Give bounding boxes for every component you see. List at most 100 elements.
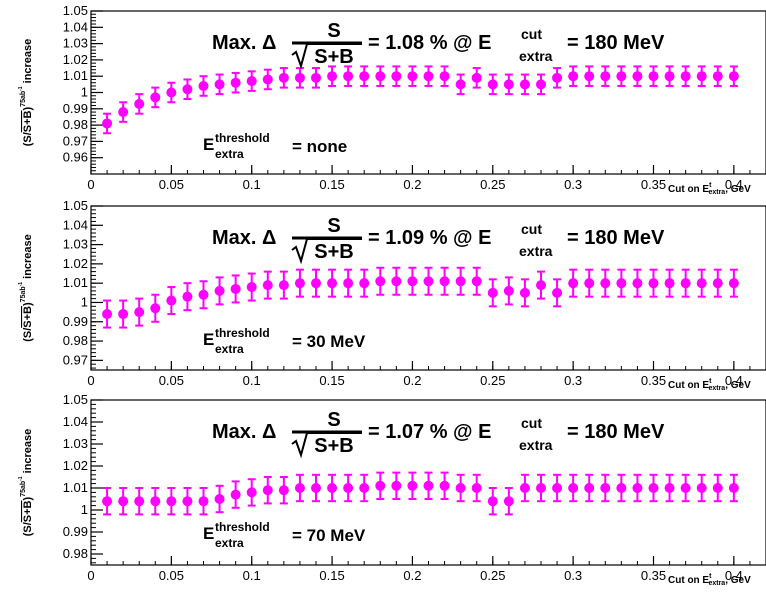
x-tick-label: 0.15 (319, 177, 344, 192)
data-marker (600, 278, 611, 289)
data-point (391, 65, 402, 87)
data-marker (600, 483, 611, 493)
y-tick-label: 1.01 (63, 480, 88, 495)
x-axis-title-unit: , GeV (725, 575, 751, 586)
data-marker (680, 278, 691, 289)
data-point (407, 471, 418, 500)
threshold-e-label: E (203, 330, 214, 349)
data-marker (632, 483, 643, 493)
x-axis-title-sub: extra (708, 189, 725, 196)
y-axis-title-increase: increase (22, 234, 34, 282)
y-tick-label: 1.04 (63, 19, 88, 34)
data-marker (166, 87, 177, 98)
data-marker (375, 480, 386, 491)
data-marker (536, 280, 546, 291)
annotation-cut-superscript: cut (521, 415, 542, 431)
data-marker (568, 278, 579, 289)
data-marker (262, 485, 273, 496)
data-point (471, 473, 482, 503)
x-tick-label: 0.35 (641, 373, 666, 388)
data-marker (182, 291, 193, 302)
data-point (519, 473, 530, 503)
x-tick-label: 0.05 (159, 373, 184, 388)
annotation-fraction-denominator: S+B (314, 241, 353, 263)
data-marker (278, 72, 289, 83)
data-marker (648, 71, 659, 82)
data-point (134, 93, 145, 115)
data-point (246, 478, 257, 507)
x-tick-label: 0.15 (319, 568, 344, 583)
data-marker (246, 76, 257, 87)
data-point (102, 487, 113, 516)
x-axis-title-sub: extra (708, 385, 725, 392)
data-marker (327, 483, 338, 493)
data-point (503, 73, 514, 96)
x-axis-title-sup: t (709, 182, 712, 189)
data-marker (536, 483, 546, 493)
max-annotation: Max. Δ S S+B = 1.09 % @ E cut extra = 180 MeV (212, 215, 665, 265)
data-point (118, 487, 129, 516)
chart-panel-2: 0.97 0.98 0.99 1 1.01 1.02 1.03 1.04 1.05 0 0.05 0.… (18, 198, 766, 392)
data-point (294, 67, 305, 89)
annotation-cut-value: = 180 MeV (567, 421, 665, 443)
data-point (487, 278, 498, 308)
annotation-fraction-numerator: S (327, 215, 340, 237)
data-marker (487, 496, 498, 507)
data-point (102, 299, 113, 329)
data-marker (278, 485, 289, 496)
data-marker (214, 494, 225, 504)
data-point (664, 65, 675, 87)
data-marker (632, 71, 643, 82)
data-marker (423, 276, 434, 287)
data-point (536, 270, 546, 300)
data-point (536, 473, 546, 503)
y-tick-label: 0.99 (63, 314, 88, 329)
x-axis-title-main: Cut on E (668, 575, 709, 586)
x-tick-label: 0.2 (403, 177, 421, 192)
x-axis-title-unit: , GeV (725, 380, 751, 391)
data-marker (728, 483, 739, 493)
data-point (150, 86, 161, 109)
data-point (198, 75, 209, 97)
data-marker (294, 72, 305, 83)
data-point (439, 471, 450, 500)
y-tick-label: 0.98 (63, 546, 88, 561)
data-marker (294, 278, 305, 289)
y-axis-title: (S/S+B)75ab-1 increase (18, 429, 34, 537)
data-point (359, 65, 370, 87)
annotation-cut-superscript: cut (521, 221, 542, 237)
data-point (246, 70, 257, 92)
data-marker (616, 483, 627, 493)
data-marker (391, 480, 402, 491)
data-point (359, 268, 370, 298)
data-marker (166, 496, 177, 507)
data-marker (487, 287, 498, 298)
data-marker (198, 80, 209, 91)
data-point (423, 266, 434, 296)
x-tick-label: 0.4 (725, 568, 743, 583)
data-point (182, 78, 193, 101)
data-marker (343, 483, 354, 493)
data-point (423, 65, 434, 87)
data-marker (471, 72, 482, 83)
data-marker (584, 483, 595, 493)
y-tick-label: 1 (81, 85, 88, 100)
y-tick-label: 1.05 (63, 3, 88, 18)
y-axis-title-text: (S/S+B)75ab-1 increase (18, 429, 34, 537)
data-point (584, 65, 595, 87)
data-point (407, 266, 418, 296)
data-point (407, 65, 418, 87)
data-marker (311, 72, 321, 83)
data-marker (182, 496, 193, 507)
data-point (311, 67, 321, 89)
x-tick-label: 0.05 (159, 177, 184, 192)
data-marker (166, 295, 177, 306)
data-point (359, 473, 370, 503)
data-point (552, 278, 563, 308)
data-point (471, 67, 482, 89)
data-marker (134, 98, 145, 109)
y-tick-label: 1.04 (63, 217, 88, 232)
data-marker (455, 483, 466, 493)
data-point (214, 276, 225, 306)
